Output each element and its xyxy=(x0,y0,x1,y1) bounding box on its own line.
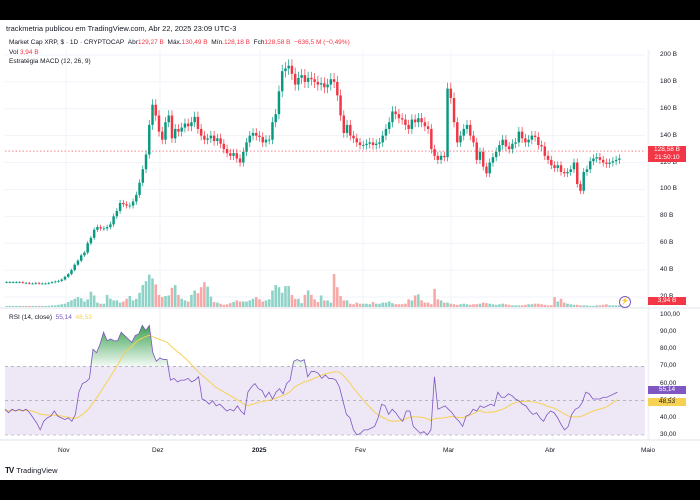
open-value: 129,27 B xyxy=(137,39,164,46)
price-tick: 20 B xyxy=(660,293,673,300)
chart-canvas[interactable] xyxy=(0,20,700,480)
rsi-ma-value: 48,53 xyxy=(75,314,92,321)
time-tick: Fev xyxy=(355,447,366,454)
rsi-title[interactable]: RSI (14, close) xyxy=(9,314,52,321)
lightning-icon[interactable]: ⚡ xyxy=(619,296,631,308)
rsi-legend: RSI (14, close) 55,14 48,53 xyxy=(9,314,92,321)
volume-value: 3,94 B xyxy=(19,48,39,56)
rsi-tick: 90,00 xyxy=(660,328,677,336)
rsi-tick: 80,00 xyxy=(660,345,677,353)
bar-countdown: 21:50:10 xyxy=(654,154,680,161)
rsi-ma-tag: 48,53 xyxy=(648,398,686,406)
strategy-label[interactable]: Estratégia MACD (12, 26, 9) xyxy=(9,58,91,65)
time-tick: Nov xyxy=(58,447,70,454)
change-value: −636,5 M (−0,49%) xyxy=(294,39,350,46)
time-tick: Abr xyxy=(545,447,556,454)
last-price-tag: 128,58 B 21:50:10 xyxy=(648,146,686,162)
price-tick: 120 B xyxy=(660,158,677,166)
rsi-tick: 30,00 xyxy=(660,431,677,438)
time-tick: Mar xyxy=(443,447,455,454)
rsi-tick: 40,00 xyxy=(660,413,677,421)
close-value: 128,58 B xyxy=(264,39,291,46)
price-tick: 160 B xyxy=(660,104,677,112)
rsi-tick: 60,00 xyxy=(660,379,677,387)
symbol-title[interactable]: Market Cap XRP, $ · 1D · CRYPTOCAP xyxy=(9,39,125,46)
time-tick: 2025 xyxy=(252,447,267,454)
time-tick: Maio xyxy=(641,447,656,454)
tv-logo-icon: TV xyxy=(5,466,14,475)
tradingview-logo[interactable]: TV TradingView xyxy=(5,466,58,475)
price-tick: 200 B xyxy=(660,51,677,58)
volume-tag: 3,94 B xyxy=(648,297,686,305)
price-tick: 100 B xyxy=(660,185,677,193)
chart-frame: trackmetria publicou em TradingView.com,… xyxy=(0,20,700,480)
low-value: 128,18 B xyxy=(223,39,250,46)
publisher-line: trackmetria publicou em TradingView.com,… xyxy=(6,24,237,33)
time-tick: Dez xyxy=(152,447,164,454)
rsi-tag: 55,14 xyxy=(648,386,686,394)
main-legend: Market Cap XRP, $ · 1D · CRYPTOCAP Abr12… xyxy=(9,39,350,65)
price-tick: 40 B xyxy=(660,266,674,274)
high-value: 130,49 B xyxy=(181,39,208,46)
price-tick: 60 B xyxy=(660,239,674,247)
price-tick: 80 B xyxy=(660,212,674,220)
price-tick: 180 B xyxy=(660,77,677,85)
rsi-tick: 70,00 xyxy=(660,362,677,370)
price-tick: 140 B xyxy=(660,131,677,139)
rsi-value: 55,14 xyxy=(55,314,72,321)
rsi-tick: 100,00 xyxy=(660,311,680,318)
